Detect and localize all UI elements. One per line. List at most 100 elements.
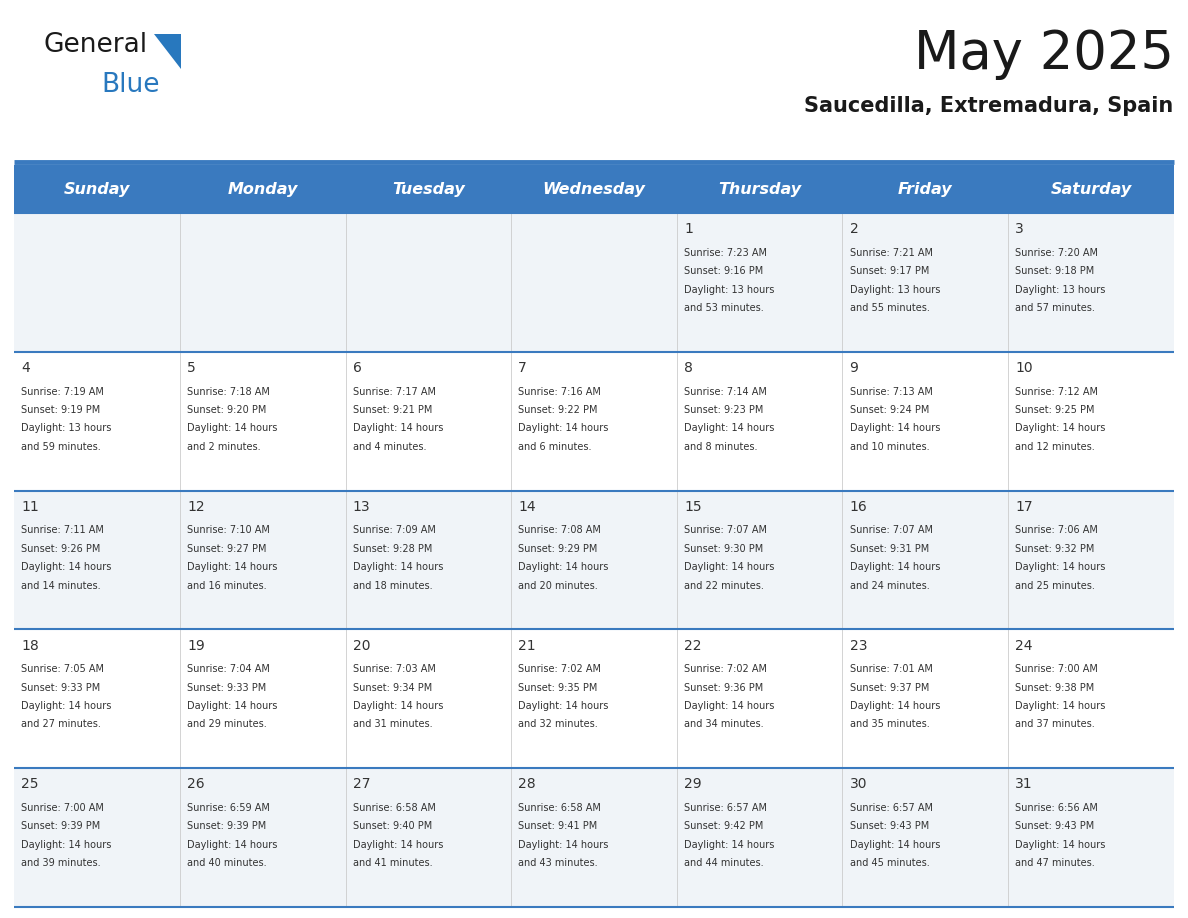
Bar — [677, 165, 842, 213]
Bar — [511, 630, 677, 768]
Text: Daylight: 14 hours: Daylight: 14 hours — [187, 840, 278, 850]
Text: 26: 26 — [187, 778, 204, 791]
Text: Sunrise: 7:06 AM: Sunrise: 7:06 AM — [1016, 525, 1098, 535]
Text: Sunset: 9:33 PM: Sunset: 9:33 PM — [187, 683, 266, 692]
Text: Daylight: 13 hours: Daylight: 13 hours — [684, 285, 775, 295]
Bar — [14, 352, 179, 490]
Text: Sunrise: 7:00 AM: Sunrise: 7:00 AM — [21, 803, 105, 813]
Text: Thursday: Thursday — [718, 182, 801, 196]
Text: 5: 5 — [187, 361, 196, 375]
Text: Sunset: 9:34 PM: Sunset: 9:34 PM — [353, 683, 432, 692]
Text: 13: 13 — [353, 499, 371, 514]
Text: Sunrise: 7:05 AM: Sunrise: 7:05 AM — [21, 665, 105, 674]
Text: Daylight: 14 hours: Daylight: 14 hours — [187, 701, 278, 711]
Bar — [1009, 213, 1174, 352]
Bar — [14, 768, 179, 907]
Bar — [14, 213, 179, 352]
Text: Sunrise: 6:56 AM: Sunrise: 6:56 AM — [1016, 803, 1098, 813]
Text: and 45 minutes.: and 45 minutes. — [849, 858, 929, 868]
Text: Daylight: 14 hours: Daylight: 14 hours — [1016, 423, 1106, 433]
Text: Daylight: 14 hours: Daylight: 14 hours — [684, 701, 775, 711]
Bar — [511, 768, 677, 907]
Text: 29: 29 — [684, 778, 702, 791]
Text: Saturday: Saturday — [1050, 182, 1131, 196]
Text: 18: 18 — [21, 639, 39, 653]
Text: Daylight: 14 hours: Daylight: 14 hours — [21, 701, 112, 711]
Bar — [842, 768, 1009, 907]
Text: Sunset: 9:39 PM: Sunset: 9:39 PM — [21, 822, 101, 832]
Text: May 2025: May 2025 — [914, 28, 1174, 80]
Text: General: General — [44, 32, 148, 58]
Bar — [179, 490, 346, 630]
Text: Friday: Friday — [898, 182, 953, 196]
Bar — [1009, 352, 1174, 490]
Text: Sunrise: 7:10 AM: Sunrise: 7:10 AM — [187, 525, 270, 535]
Text: Sunset: 9:19 PM: Sunset: 9:19 PM — [21, 405, 101, 415]
Text: Daylight: 14 hours: Daylight: 14 hours — [684, 840, 775, 850]
Text: Sunrise: 7:18 AM: Sunrise: 7:18 AM — [187, 386, 270, 397]
Bar — [179, 768, 346, 907]
Text: Wednesday: Wednesday — [543, 182, 645, 196]
Text: Sunset: 9:24 PM: Sunset: 9:24 PM — [849, 405, 929, 415]
Bar — [346, 352, 511, 490]
Text: and 53 minutes.: and 53 minutes. — [684, 303, 764, 313]
Bar — [179, 352, 346, 490]
Text: and 18 minutes.: and 18 minutes. — [353, 580, 432, 590]
Text: 14: 14 — [518, 499, 536, 514]
Text: Daylight: 14 hours: Daylight: 14 hours — [518, 701, 608, 711]
Text: Daylight: 14 hours: Daylight: 14 hours — [21, 840, 112, 850]
Text: Sunrise: 7:23 AM: Sunrise: 7:23 AM — [684, 248, 767, 258]
Text: Sunset: 9:23 PM: Sunset: 9:23 PM — [684, 405, 764, 415]
Bar — [346, 768, 511, 907]
Text: Daylight: 14 hours: Daylight: 14 hours — [1016, 701, 1106, 711]
Bar — [1009, 490, 1174, 630]
Bar — [511, 352, 677, 490]
Text: Daylight: 13 hours: Daylight: 13 hours — [21, 423, 112, 433]
Text: Sunrise: 6:58 AM: Sunrise: 6:58 AM — [518, 803, 601, 813]
Text: Sunrise: 7:07 AM: Sunrise: 7:07 AM — [849, 525, 933, 535]
Text: Sunrise: 7:02 AM: Sunrise: 7:02 AM — [518, 665, 601, 674]
Text: Sunrise: 7:11 AM: Sunrise: 7:11 AM — [21, 525, 105, 535]
Text: Sunset: 9:21 PM: Sunset: 9:21 PM — [353, 405, 432, 415]
Bar — [677, 213, 842, 352]
Text: Sunset: 9:39 PM: Sunset: 9:39 PM — [187, 822, 266, 832]
Text: Sunset: 9:35 PM: Sunset: 9:35 PM — [518, 683, 598, 692]
Text: Daylight: 14 hours: Daylight: 14 hours — [849, 701, 940, 711]
Text: 11: 11 — [21, 499, 39, 514]
Text: 15: 15 — [684, 499, 702, 514]
Text: and 25 minutes.: and 25 minutes. — [1016, 580, 1095, 590]
Text: and 24 minutes.: and 24 minutes. — [849, 580, 929, 590]
Text: Daylight: 14 hours: Daylight: 14 hours — [1016, 562, 1106, 572]
Bar — [511, 490, 677, 630]
Text: 31: 31 — [1016, 778, 1032, 791]
Text: Daylight: 13 hours: Daylight: 13 hours — [1016, 285, 1106, 295]
Text: Sunrise: 7:20 AM: Sunrise: 7:20 AM — [1016, 248, 1098, 258]
Text: 24: 24 — [1016, 639, 1032, 653]
Text: Blue: Blue — [101, 72, 159, 97]
Text: 8: 8 — [684, 361, 693, 375]
Bar — [677, 768, 842, 907]
Text: 1: 1 — [684, 222, 693, 236]
Text: and 37 minutes.: and 37 minutes. — [1016, 720, 1095, 729]
Text: Daylight: 14 hours: Daylight: 14 hours — [21, 562, 112, 572]
Text: Sunset: 9:40 PM: Sunset: 9:40 PM — [353, 822, 432, 832]
Text: Sunset: 9:22 PM: Sunset: 9:22 PM — [518, 405, 598, 415]
Text: Daylight: 14 hours: Daylight: 14 hours — [518, 423, 608, 433]
Text: Daylight: 14 hours: Daylight: 14 hours — [187, 423, 278, 433]
Text: Daylight: 14 hours: Daylight: 14 hours — [849, 562, 940, 572]
Text: Sunset: 9:33 PM: Sunset: 9:33 PM — [21, 683, 101, 692]
Bar — [1009, 630, 1174, 768]
Text: and 8 minutes.: and 8 minutes. — [684, 442, 758, 452]
Text: Monday: Monday — [228, 182, 298, 196]
Text: Sunset: 9:42 PM: Sunset: 9:42 PM — [684, 822, 764, 832]
Text: Sunset: 9:17 PM: Sunset: 9:17 PM — [849, 266, 929, 276]
Text: 10: 10 — [1016, 361, 1032, 375]
Text: Sunrise: 7:16 AM: Sunrise: 7:16 AM — [518, 386, 601, 397]
Text: 2: 2 — [849, 222, 859, 236]
Text: Sunrise: 6:57 AM: Sunrise: 6:57 AM — [684, 803, 767, 813]
Text: Sunset: 9:43 PM: Sunset: 9:43 PM — [849, 822, 929, 832]
Text: Daylight: 14 hours: Daylight: 14 hours — [1016, 840, 1106, 850]
Text: 17: 17 — [1016, 499, 1032, 514]
Text: and 43 minutes.: and 43 minutes. — [518, 858, 598, 868]
Bar — [511, 165, 677, 213]
